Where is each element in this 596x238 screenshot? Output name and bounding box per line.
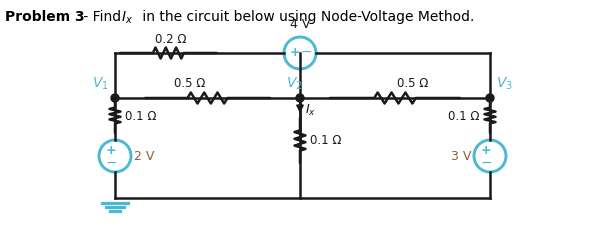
- Text: $I_x$: $I_x$: [305, 103, 316, 118]
- Text: Problem 3: Problem 3: [5, 10, 85, 24]
- Text: 0.1 Ω: 0.1 Ω: [449, 109, 480, 123]
- Circle shape: [486, 94, 494, 102]
- Text: −: −: [105, 156, 117, 170]
- Text: - Find: - Find: [79, 10, 126, 24]
- Text: $V_2$: $V_2$: [286, 76, 303, 92]
- Text: −: −: [300, 45, 312, 59]
- Text: +: +: [481, 144, 491, 158]
- Text: 0.5 Ω: 0.5 Ω: [174, 77, 205, 90]
- Text: +: +: [105, 144, 116, 158]
- Text: $V_1$: $V_1$: [92, 76, 109, 92]
- Circle shape: [111, 94, 119, 102]
- Text: 0.2 Ω: 0.2 Ω: [155, 33, 187, 46]
- Circle shape: [296, 94, 304, 102]
- Text: in the circuit below using Node-Voltage Method.: in the circuit below using Node-Voltage …: [138, 10, 474, 24]
- Text: 2 V: 2 V: [134, 149, 154, 163]
- Text: $V_3$: $V_3$: [496, 76, 513, 92]
- Text: $I_x$: $I_x$: [121, 10, 133, 26]
- Text: 0.1 Ω: 0.1 Ω: [125, 109, 157, 123]
- Text: −: −: [480, 156, 492, 170]
- Text: 0.1 Ω: 0.1 Ω: [310, 134, 342, 147]
- Text: +: +: [290, 45, 300, 59]
- Text: 0.5 Ω: 0.5 Ω: [398, 77, 429, 90]
- Text: 3 V: 3 V: [451, 149, 471, 163]
- Text: 4 V: 4 V: [290, 18, 310, 31]
